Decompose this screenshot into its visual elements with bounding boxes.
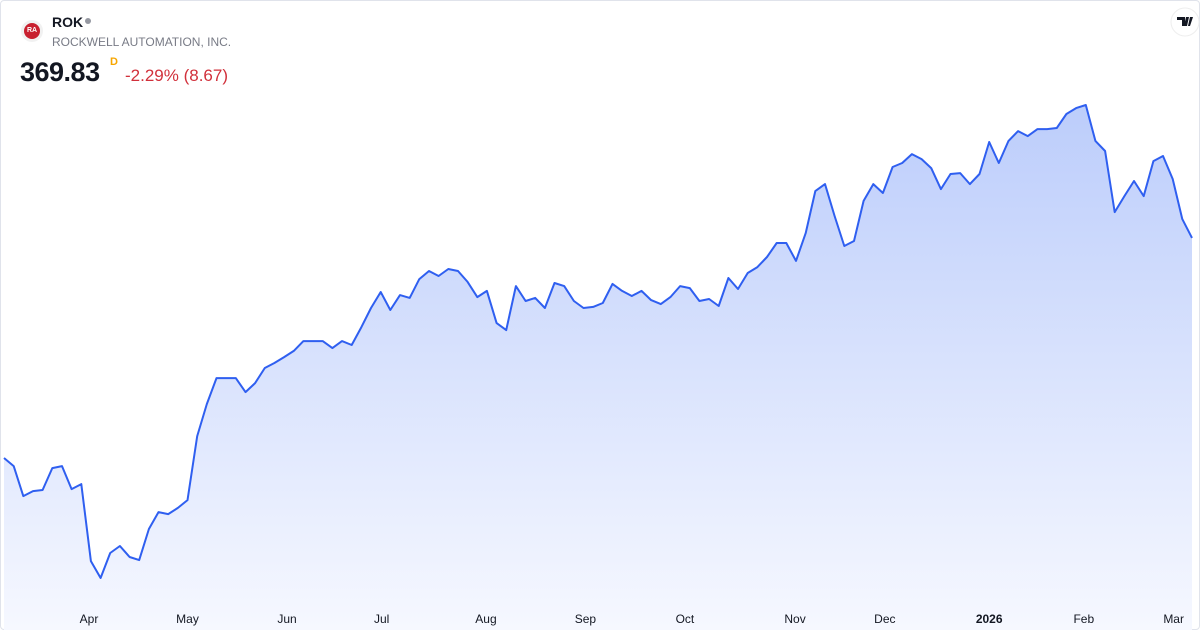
x-tick-label: Aug [475,612,496,626]
company: ROCKWELL AUTOMATION, INC. [52,35,232,49]
x-tick-label: Sep [575,612,597,626]
brand-logo[interactable] [1170,7,1200,37]
interval: D [110,56,118,68]
change: -2.29% (8.67) [125,66,228,85]
logo-badge: RA [21,20,43,42]
x-tick-label: Apr [80,612,99,626]
logo: RA [24,23,40,39]
x-tick-label: Oct [676,612,695,626]
symbol: ROK [52,14,84,30]
price: 369.83 [20,57,100,87]
status-dot [85,18,91,24]
x-tick-label: Nov [784,612,805,626]
x-tick-label: Jun [277,612,296,626]
x-tick-label: May [176,612,199,626]
x-tick-label: 2026 [976,612,1003,626]
x-tick-label: Mar [1163,612,1184,626]
x-tick-label: Dec [874,612,895,626]
area-fill [4,105,1192,630]
x-tick-label: Jul [374,612,389,626]
x-tick-label: Feb [1073,612,1094,626]
price-line [3,104,1193,579]
